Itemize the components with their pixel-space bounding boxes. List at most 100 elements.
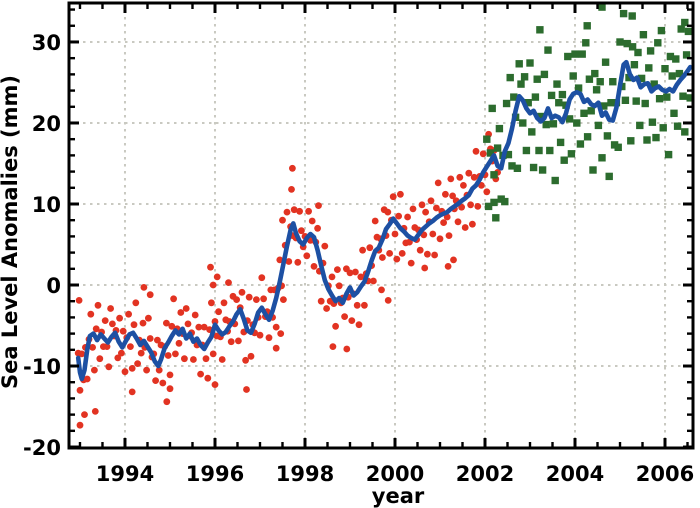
data-point-green-square (684, 27, 693, 36)
data-point-red-circle (378, 286, 385, 294)
data-point-green-square (598, 154, 606, 162)
data-point-red-circle (207, 263, 214, 271)
data-point-green-square (540, 70, 549, 79)
data-point-red-circle (140, 284, 148, 291)
data-point-green-square (483, 135, 491, 143)
data-point-red-circle (335, 282, 343, 290)
data-point-red-circle (182, 305, 190, 312)
data-point-green-square (524, 99, 532, 107)
data-point-red-circle (195, 323, 203, 331)
data-point-red-circle (89, 344, 96, 351)
data-point-green-square (583, 133, 592, 141)
data-point-red-circle (289, 164, 296, 172)
data-point-red-circle (421, 264, 429, 272)
plot-frame (67, 1, 695, 450)
data-point-red-circle (407, 259, 415, 267)
data-point-green-square (664, 150, 673, 159)
data-point-red-circle (361, 301, 368, 309)
data-point-green-square (663, 93, 671, 101)
data-point-red-circle (341, 313, 348, 320)
x-axis-title: year (372, 484, 425, 508)
data-point-red-circle (172, 350, 179, 358)
data-point-red-circle (253, 296, 260, 303)
data-point-red-circle (386, 250, 393, 257)
data-point-green-square (668, 72, 676, 80)
data-point-red-circle (353, 301, 361, 309)
data-point-red-circle (391, 230, 399, 238)
data-point-red-circle (366, 244, 374, 252)
data-point-green-square (565, 115, 574, 123)
data-point-green-square (652, 133, 660, 142)
data-point-red-circle (116, 314, 123, 322)
data-point-red-circle (184, 320, 192, 328)
data-point-red-circle (472, 147, 480, 155)
data-point-green-square (510, 93, 518, 101)
data-point-green-square (571, 50, 579, 58)
data-point-red-circle (177, 309, 185, 316)
data-point-red-circle (397, 190, 404, 198)
data-point-green-square (574, 84, 583, 92)
data-point-green-square (546, 146, 554, 155)
data-point-red-circle (479, 150, 487, 158)
data-point-green-square (619, 9, 628, 18)
data-point-green-square (576, 140, 585, 148)
data-point-red-circle (154, 336, 161, 344)
data-point-green-square (564, 52, 572, 61)
data-point-red-circle (91, 408, 99, 415)
data-point-red-circle (442, 190, 449, 198)
data-point-red-circle (298, 227, 305, 235)
data-point-green-square (506, 73, 514, 82)
data-point-green-square (650, 80, 658, 88)
data-point-red-circle (107, 305, 114, 312)
data-point-red-circle (355, 321, 363, 329)
data-point-green-square (493, 144, 502, 152)
data-point-red-circle (447, 175, 455, 183)
data-point-red-circle (83, 375, 91, 383)
data-point-red-circle (444, 263, 452, 270)
data-point-red-circle (294, 258, 302, 266)
data-point-green-square (526, 59, 534, 67)
data-point-green-square (501, 197, 509, 206)
data-point-green-square (607, 99, 615, 107)
data-point-red-circle (245, 293, 253, 301)
data-point-red-circle (308, 217, 316, 225)
green-scatter-series (483, 3, 693, 222)
data-point-red-circle (346, 269, 354, 277)
x-tick-label: 2002 (456, 462, 514, 486)
data-point-red-circle (125, 310, 132, 318)
data-point-green-square (609, 78, 617, 86)
data-point-red-circle (200, 323, 208, 331)
data-point-red-circle (78, 350, 86, 358)
smoothed-line-path (75, 59, 693, 382)
data-point-green-square (502, 99, 511, 108)
data-point-red-circle (159, 379, 167, 387)
axes-frame-and-ticks (67, 1, 695, 450)
data-point-green-square (522, 146, 531, 155)
data-point-red-circle (454, 218, 462, 226)
data-point-red-circle (152, 377, 160, 384)
y-axis-title: Sea Level Anomalies (mm) (0, 75, 22, 389)
data-point-red-circle (256, 331, 264, 339)
data-point-red-circle (243, 386, 250, 393)
data-point-red-circle (389, 193, 397, 201)
data-point-red-circle (128, 388, 136, 396)
data-point-green-square (585, 75, 594, 83)
data-point-red-circle (163, 319, 170, 327)
data-point-red-circle (164, 352, 172, 359)
data-point-green-square (643, 136, 651, 144)
data-point-red-circle (467, 201, 474, 209)
data-point-green-square (677, 25, 685, 33)
data-point-green-square (520, 73, 529, 81)
data-point-red-circle (227, 338, 235, 346)
data-point-red-circle (209, 281, 217, 289)
y-tick-label: 30 (32, 31, 61, 55)
data-point-green-square (495, 124, 504, 133)
data-point-red-circle (461, 224, 469, 231)
data-point-green-square (519, 119, 527, 127)
data-point-green-square (601, 58, 610, 66)
data-point-green-square (628, 12, 636, 20)
y-tick-label: 0 (46, 274, 61, 298)
data-point-red-circle (456, 173, 464, 181)
y-tick-label: -10 (23, 355, 61, 379)
y-tick-label: -20 (23, 436, 61, 460)
